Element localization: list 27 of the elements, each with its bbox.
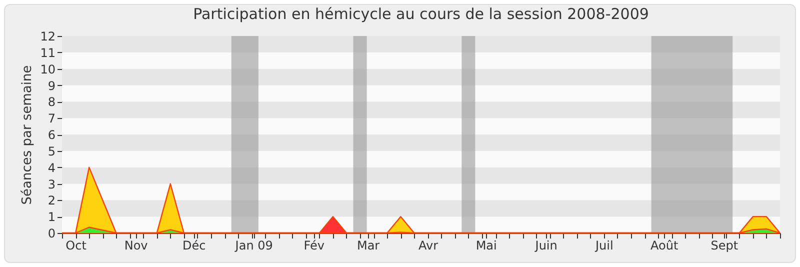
y-tick-label: 4 bbox=[48, 160, 56, 175]
y-tick-label: 2 bbox=[48, 194, 56, 208]
x-tick-label: Août bbox=[650, 238, 678, 252]
y-tick-label: 7 bbox=[48, 112, 56, 126]
x-tick-label: Jan 09 bbox=[234, 238, 273, 252]
y-tick-label: 12 bbox=[40, 30, 56, 44]
y-tick-label: 3 bbox=[48, 177, 56, 192]
y-tick-label: 5 bbox=[48, 144, 56, 158]
x-tick-label: Sept bbox=[710, 238, 738, 252]
y-tick-label: 10 bbox=[40, 62, 56, 76]
x-tick-label: Avr bbox=[418, 238, 438, 252]
x-tick-label: Juil bbox=[594, 238, 614, 252]
y-tick-label: 8 bbox=[48, 95, 56, 110]
x-tick-label: Mar bbox=[356, 238, 380, 252]
y-axis-title: Séances par semaine bbox=[20, 65, 36, 205]
y-tick-label: 6 bbox=[48, 128, 56, 142]
y-tick-label: 11 bbox=[40, 46, 56, 60]
x-tick-label: Mai bbox=[476, 238, 497, 252]
x-tick-label: Oct bbox=[66, 238, 87, 252]
x-tick-label: Fév bbox=[304, 238, 324, 252]
x-tick-label: Nov bbox=[124, 238, 148, 252]
chart-title: Participation en hémicycle au cours de la session 2008-2009 bbox=[193, 5, 649, 23]
y-tick-label: 9 bbox=[48, 78, 56, 93]
x-tick-label: Juin bbox=[534, 238, 558, 252]
x-tick-label: Déc bbox=[182, 238, 206, 252]
y-tick-label: 0 bbox=[48, 226, 56, 240]
y-tick-label: 1 bbox=[48, 210, 56, 224]
